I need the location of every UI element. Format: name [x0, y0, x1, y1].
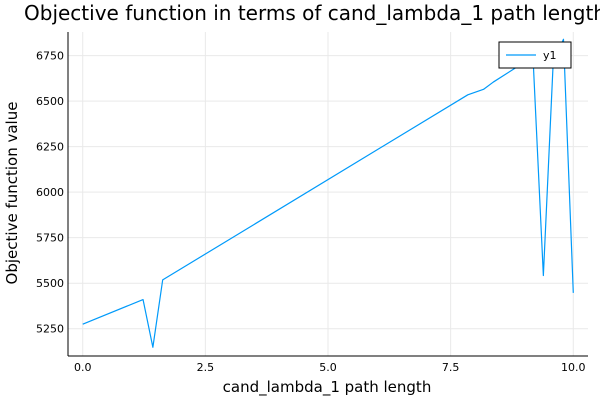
y-tick-label: 6750 — [36, 50, 64, 63]
y-tick-label: 6000 — [36, 186, 64, 199]
y-tick-label: 5500 — [36, 277, 64, 290]
legend-label-y1: y1 — [543, 49, 557, 62]
grid — [68, 32, 588, 356]
y-tick-label: 6500 — [36, 95, 64, 108]
y-axis-label: Objective function value — [3, 102, 21, 285]
x-tick-label: 2.5 — [197, 361, 215, 374]
y-tick-labels: 5250 5500 5750 6000 6250 6500 6750 — [36, 50, 64, 336]
y-tick-label: 6250 — [36, 141, 64, 154]
x-tick-label: 10.0 — [561, 361, 586, 374]
x-axis-label: cand_lambda_1 path length — [223, 378, 432, 397]
x-tick-label: 5.0 — [319, 361, 337, 374]
y-tick-label: 5750 — [36, 232, 64, 245]
legend: y1 — [498, 41, 572, 69]
x-tick-labels: 0.0 2.5 5.0 7.5 10.0 — [74, 361, 586, 374]
chart-title: Objective function in terms of cand_lamb… — [24, 1, 600, 25]
x-tick-label: 0.0 — [74, 361, 92, 374]
axes — [67, 32, 588, 357]
x-tick-label: 7.5 — [442, 361, 460, 374]
y-tick-label: 5250 — [36, 323, 64, 336]
